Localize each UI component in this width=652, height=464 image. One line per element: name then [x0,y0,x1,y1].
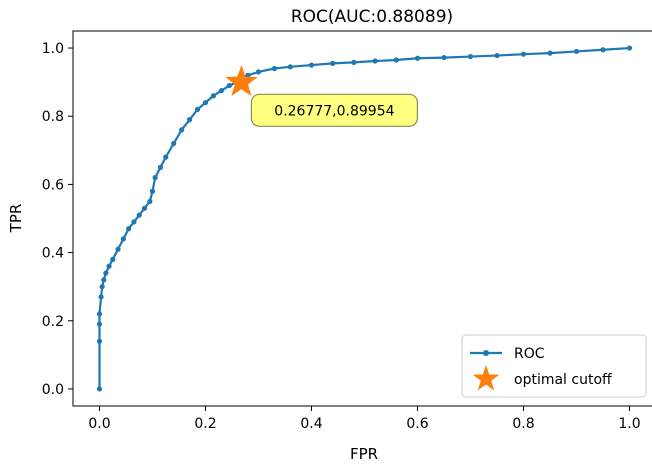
roc-point [101,277,107,283]
roc-point [96,386,103,392]
x-tick-label: 0.0 [88,416,110,432]
y-axis-label: TPR [7,204,25,234]
roc-point [194,106,201,113]
x-tick-label: 0.4 [300,416,322,432]
roc-point [171,140,177,147]
roc-point [547,50,553,56]
roc-point [351,59,357,65]
roc-point [271,65,277,72]
roc-point [393,57,399,63]
roc-point [126,226,132,232]
roc-point [149,188,156,194]
x-tick-label: 0.2 [194,416,216,432]
cutoff-annotation-box [250,93,419,127]
roc-point [157,164,164,170]
x-tick-label: 0.6 [406,416,428,432]
roc-point [106,263,112,269]
roc-point [330,60,336,66]
roc-point [187,117,193,123]
roc-point [414,55,421,61]
legend-cutoff-star [472,365,500,391]
roc-point [210,93,217,99]
roc-point [600,47,606,53]
cutoff-annotation-text: 0.26777,0.89954 [274,103,394,119]
roc-point [467,53,474,60]
roc-point [110,256,116,263]
roc-point [147,198,153,205]
y-tick-label: 0.8 [42,109,64,125]
roc-point [255,69,262,75]
roc-point [96,311,103,317]
legend-roc-label: ROC [514,346,545,362]
y-tick-label: 0.4 [42,246,64,262]
roc-point [99,284,105,290]
y-tick-label: 0.6 [42,177,64,193]
x-axis-label: FPR [350,445,378,463]
roc-point [520,51,527,57]
roc-point [96,338,103,344]
roc-point [626,45,633,51]
roc-point [202,99,209,106]
roc-point [226,82,232,89]
y-tick-label: 0.2 [42,314,64,330]
roc-point [136,212,142,218]
roc-point [494,52,500,59]
roc-point [372,58,378,64]
roc-point [287,64,293,70]
roc-point [96,321,103,327]
y-tick-label: 1.0 [42,41,64,57]
optimal-cutoff-star [225,65,258,97]
roc-point [131,219,137,225]
roc-point [163,154,169,160]
y-tick-label: 0.0 [42,382,64,398]
roc-point [179,127,185,133]
roc-point [115,246,121,252]
roc-point [308,62,315,68]
x-tick-label: 1.0 [618,416,640,432]
roc-point [218,88,224,94]
roc-point [573,48,580,55]
roc-point [152,174,158,181]
legend-roc-marker [483,350,489,356]
legend-cutoff-label: optimal cutoff [514,372,612,388]
legend-box [461,334,647,398]
roc-point [103,270,109,276]
roc-point [245,72,251,78]
chart-title: ROC(AUC:0.88089) [291,7,453,27]
roc-point [441,54,447,61]
plot-frame [72,30,652,407]
roc-point [120,236,126,242]
roc-point [98,294,104,300]
x-tick-label: 0.8 [512,416,534,432]
roc-point [141,205,148,211]
